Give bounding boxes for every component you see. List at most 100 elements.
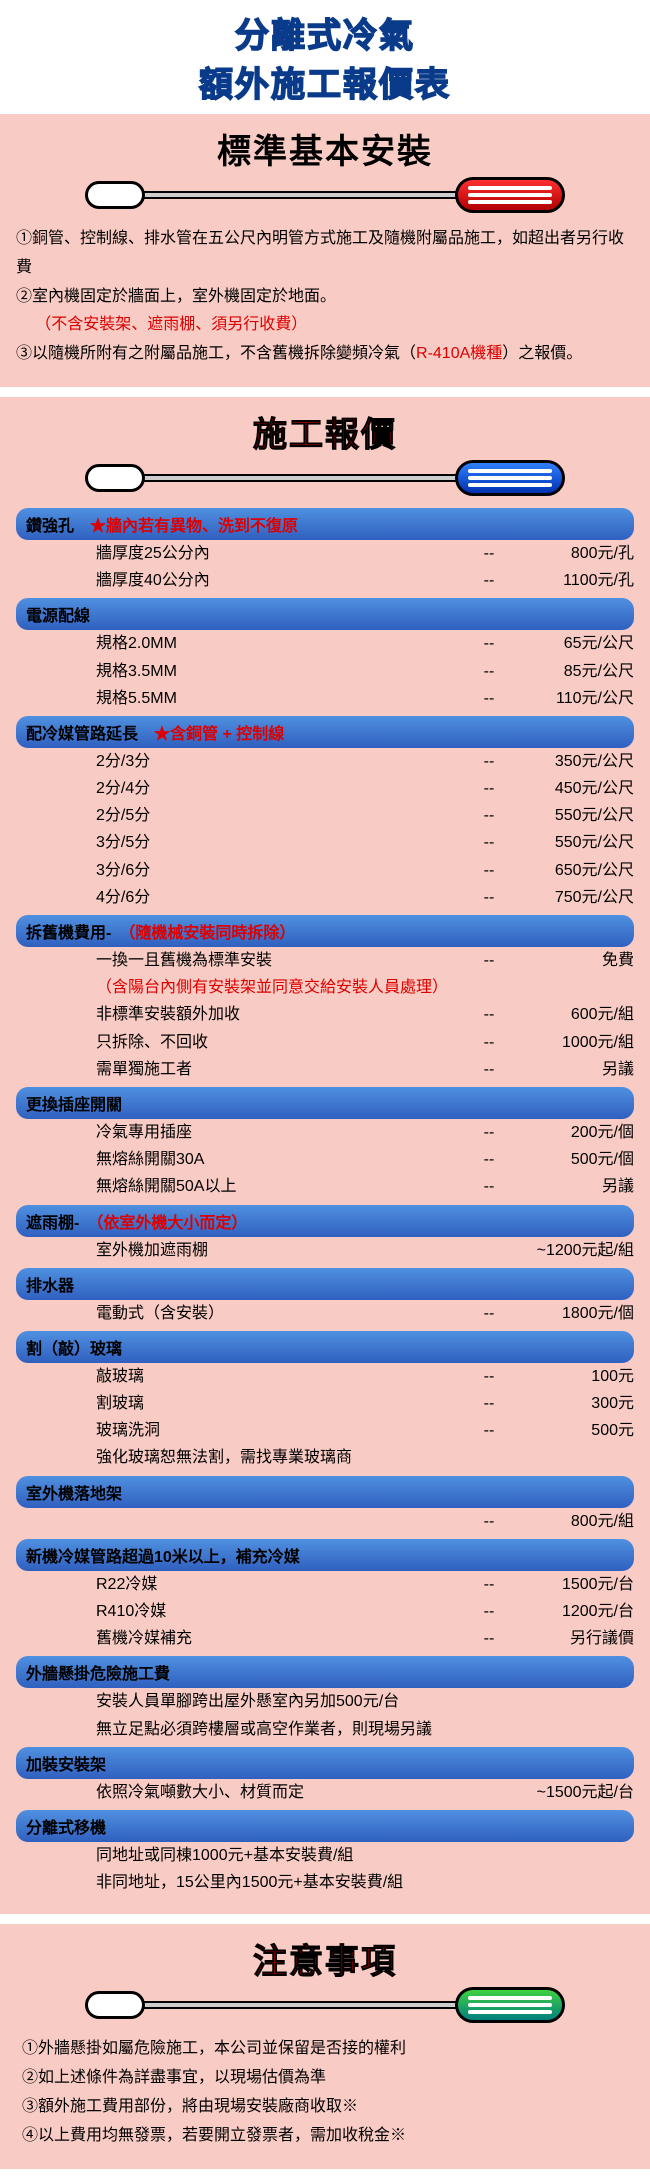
row-dash: --: [474, 1417, 504, 1444]
row-price: 450元/公尺: [504, 775, 634, 802]
price-row: 規格3.5MM--85元/公尺: [16, 658, 634, 685]
price-row: R22冷媒--1500元/台: [16, 1571, 634, 1598]
price-row: 室外機加遮雨棚~1200元起/組: [16, 1237, 634, 1264]
price-row: 牆厚度40公分內--1100元/孔: [16, 567, 634, 594]
full-row: 同地址或同棟1000元+基本安裝費/組: [16, 1842, 634, 1869]
pill-handle: [85, 1991, 145, 2019]
pill-handle: [85, 181, 145, 209]
pill-shaft: [141, 191, 459, 199]
final-note-line: ③額外施工費用部份，將由現場安裝廠商收取※: [22, 2093, 628, 2122]
row-price: 另議: [504, 1173, 634, 1200]
row-dash: --: [474, 947, 504, 974]
final-note-line: ①外牆懸掛如屬危險施工，本公司並保留是否接的權利: [22, 2035, 628, 2064]
note2a: ②室內機固定於牆面上，室外機固定於地面。: [16, 283, 634, 312]
row-price: 800元/孔: [504, 540, 634, 567]
price-row: 電動式（含安裝）--1800元/個: [16, 1300, 634, 1327]
row-desc: 規格2.0MM: [96, 630, 474, 657]
row-price: 200元/個: [504, 1119, 634, 1146]
section3-title: 注意事項: [12, 1934, 638, 1983]
row-desc: 舊機冷媒補充: [96, 1625, 474, 1652]
category-header-text: 新機冷媒管路超過10米以上，補充冷媒: [26, 1543, 300, 1567]
full-row: 無立足點必須跨樓層或高空作業者，則現場另議: [16, 1716, 634, 1743]
category-header: 遮雨棚- （依室外機大小而定）: [16, 1205, 634, 1237]
row-price: 500元/個: [504, 1146, 634, 1173]
row-dash: --: [474, 748, 504, 775]
row-desc: 2分/3分: [96, 748, 474, 775]
row-desc: 規格3.5MM: [96, 658, 474, 685]
category-header: 拆舊機費用- （隨機械安裝同時拆除）: [16, 915, 634, 947]
category-header-text: 外牆懸掛危險施工費: [26, 1660, 170, 1684]
row-price: 750元/公尺: [504, 884, 634, 911]
price-row: 3分/5分--550元/公尺: [16, 829, 634, 856]
row-dash: [474, 1237, 504, 1264]
category-header: 更換插座開關: [16, 1087, 634, 1119]
pill-shaft: [141, 2001, 459, 2009]
category-header-text: 室外機落地架: [26, 1480, 122, 1504]
category-header-text: 遮雨棚-: [26, 1209, 79, 1233]
row-dash: --: [474, 1390, 504, 1417]
row-desc: 無熔絲開關50A以上: [96, 1173, 474, 1200]
row-desc: [96, 1508, 474, 1535]
row-desc: 只拆除、不回收: [96, 1029, 474, 1056]
row-desc: 電動式（含安裝）: [96, 1300, 474, 1327]
price-row: 非標準安裝額外加收--600元/組: [16, 1001, 634, 1028]
price-row: --800元/組: [16, 1508, 634, 1535]
pill-blue: [12, 460, 638, 496]
category-header-text: 電源配線: [26, 602, 90, 626]
category-header-note: （依室外機大小而定）: [79, 1209, 247, 1233]
category-header: 外牆懸掛危險施工費: [16, 1656, 634, 1688]
row-dash: --: [474, 685, 504, 712]
row-price: 85元/公尺: [504, 658, 634, 685]
price-row: 規格5.5MM--110元/公尺: [16, 685, 634, 712]
pricing-table: 鑽強孔 ★牆內若有異物、洗到不復原牆厚度25公分內--800元/孔牆厚度40公分…: [12, 508, 638, 1896]
note1: ①銅管、控制線、排水管在五公尺內明管方式施工及隨機附屬品施工，如超出者另行收費: [16, 225, 634, 283]
row-desc: 4分/6分: [96, 884, 474, 911]
row-desc: 3分/6分: [96, 857, 474, 884]
row-dash: --: [474, 1173, 504, 1200]
row-dash: --: [474, 1119, 504, 1146]
category-header-text: 加裝安裝架: [26, 1751, 106, 1775]
final-notes: ①外牆懸掛如屬危險施工，本公司並保留是否接的權利②如上述條件為詳盡事宜，以現場估…: [12, 2035, 638, 2150]
category-header-text: 割（敲）玻璃: [26, 1335, 122, 1359]
note2b: （不含安裝架、遮雨棚、須另行收費）: [16, 311, 634, 340]
row-price: 800元/組: [504, 1508, 634, 1535]
price-row: 2分/5分--550元/公尺: [16, 802, 634, 829]
row-dash: --: [474, 1625, 504, 1652]
category-header: 加裝安裝架: [16, 1747, 634, 1779]
row-price: 550元/公尺: [504, 829, 634, 856]
main-title-block: 分離式冷氣 額外施工報價表: [0, 0, 650, 114]
price-row: 4分/6分--750元/公尺: [16, 884, 634, 911]
mid-note: （含陽台內側有安裝架並同意交給安裝人員處理）: [16, 974, 634, 1001]
price-row: 只拆除、不回收--1000元/組: [16, 1029, 634, 1056]
row-desc: 敲玻璃: [96, 1363, 474, 1390]
row-price: 65元/公尺: [504, 630, 634, 657]
row-dash: --: [474, 1056, 504, 1083]
category-header-text: 排水器: [26, 1272, 74, 1296]
row-price: 650元/公尺: [504, 857, 634, 884]
row-desc: 牆厚度40公分內: [96, 567, 474, 594]
row-dash: --: [474, 1029, 504, 1056]
row-dash: --: [474, 802, 504, 829]
section-standard-install: 標準基本安裝 ①銅管、控制線、排水管在五公尺內明管方式施工及隨機附屬品施工，如超…: [0, 114, 650, 387]
pill-green: [12, 1987, 638, 2023]
row-desc: 2分/5分: [96, 802, 474, 829]
row-price: 1200元/台: [504, 1598, 634, 1625]
price-row: 割玻璃--300元: [16, 1390, 634, 1417]
row-desc: 非標準安裝額外加收: [96, 1001, 474, 1028]
final-note-line: ②如上述條件為詳盡事宜，以現場估價為準: [22, 2064, 628, 2093]
pill-red: [12, 177, 638, 213]
row-dash: --: [474, 1146, 504, 1173]
row-dash: --: [474, 1001, 504, 1028]
row-price: 550元/公尺: [504, 802, 634, 829]
row-dash: --: [474, 540, 504, 567]
row-desc: 3分/5分: [96, 829, 474, 856]
pill-shaft: [141, 474, 459, 482]
pill-cap-red: [455, 177, 565, 213]
row-dash: --: [474, 1508, 504, 1535]
price-row: 2分/3分--350元/公尺: [16, 748, 634, 775]
row-price: 500元: [504, 1417, 634, 1444]
foot-note: 強化玻璃恕無法割，需找專業玻璃商: [16, 1444, 634, 1471]
row-desc: 無熔絲開關30A: [96, 1146, 474, 1173]
row-desc: 2分/4分: [96, 775, 474, 802]
row-desc: 冷氣專用插座: [96, 1119, 474, 1146]
